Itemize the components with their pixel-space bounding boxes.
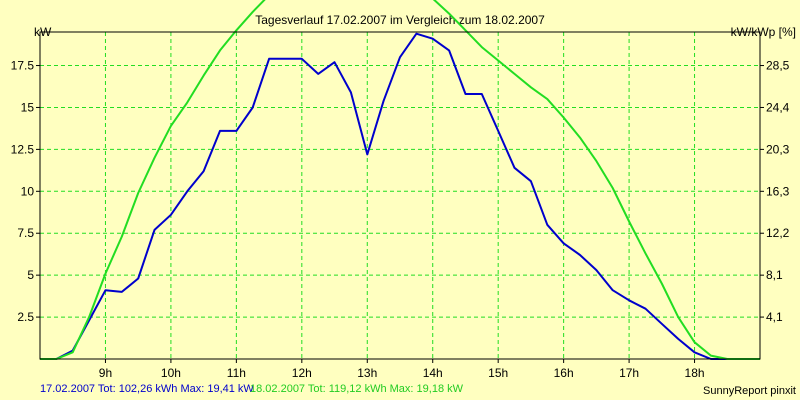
plot-frame — [39, 31, 761, 360]
y-tick-label-right: 16,3 — [766, 184, 790, 198]
tick-labels: 9h 10h 11h 12h 13h 14h 15h 16h 17h 18h 2.5 4,1 5 8,1 7… — [11, 59, 790, 380]
y-axis-label-right: kW/kWp [%] — [731, 25, 796, 39]
y-tick-label-left: 12.5 — [11, 142, 35, 156]
x-tick-label: 17h — [619, 366, 639, 380]
y-tick-label-right: 4,1 — [766, 310, 783, 324]
y-tick-label-right: 28,5 — [766, 59, 790, 73]
footer-series-2-summary: 18.02.2007 Tot: 119,12 kWh Max: 19,18 kW — [250, 383, 464, 395]
chart-title: Tagesverlauf 17.02.2007 im Vergleich zum… — [255, 13, 545, 27]
series-lines — [40, 0, 760, 360]
x-tick-label: 16h — [554, 366, 574, 380]
x-tick-label: 13h — [357, 366, 377, 380]
x-tick-label: 12h — [292, 366, 312, 380]
x-tick-label: 9h — [99, 366, 112, 380]
x-tick-label: 18h — [685, 366, 705, 380]
x-tick-label: 10h — [161, 366, 181, 380]
y-tick-label-left: 15 — [21, 100, 35, 114]
y-tick-label-left: 5 — [27, 268, 34, 282]
series-line-1 — [40, 32, 760, 360]
footer-credit: SunnyReport pinxit — [703, 385, 796, 397]
x-tick-label: 11h — [227, 366, 246, 380]
series-line-2 — [40, 0, 760, 360]
y-tick-label-left: 2.5 — [17, 310, 34, 324]
y-tick-label-left: 7.5 — [17, 226, 34, 240]
grid — [36, 32, 764, 363]
y-tick-label-left: 10 — [21, 184, 35, 198]
y-tick-label-right: 8,1 — [766, 268, 783, 282]
y-tick-label-right: 20,3 — [766, 142, 790, 156]
y-tick-label-left: 17.5 — [11, 59, 35, 73]
x-tick-label: 14h — [423, 366, 443, 380]
y-tick-label-right: 12,2 — [766, 226, 790, 240]
x-tick-label: 15h — [488, 366, 508, 380]
y-tick-label-right: 24,4 — [766, 100, 790, 114]
footer-series-1-summary: 17.02.2007 Tot: 102,26 kWh Max: 19,41 kW — [40, 383, 254, 395]
